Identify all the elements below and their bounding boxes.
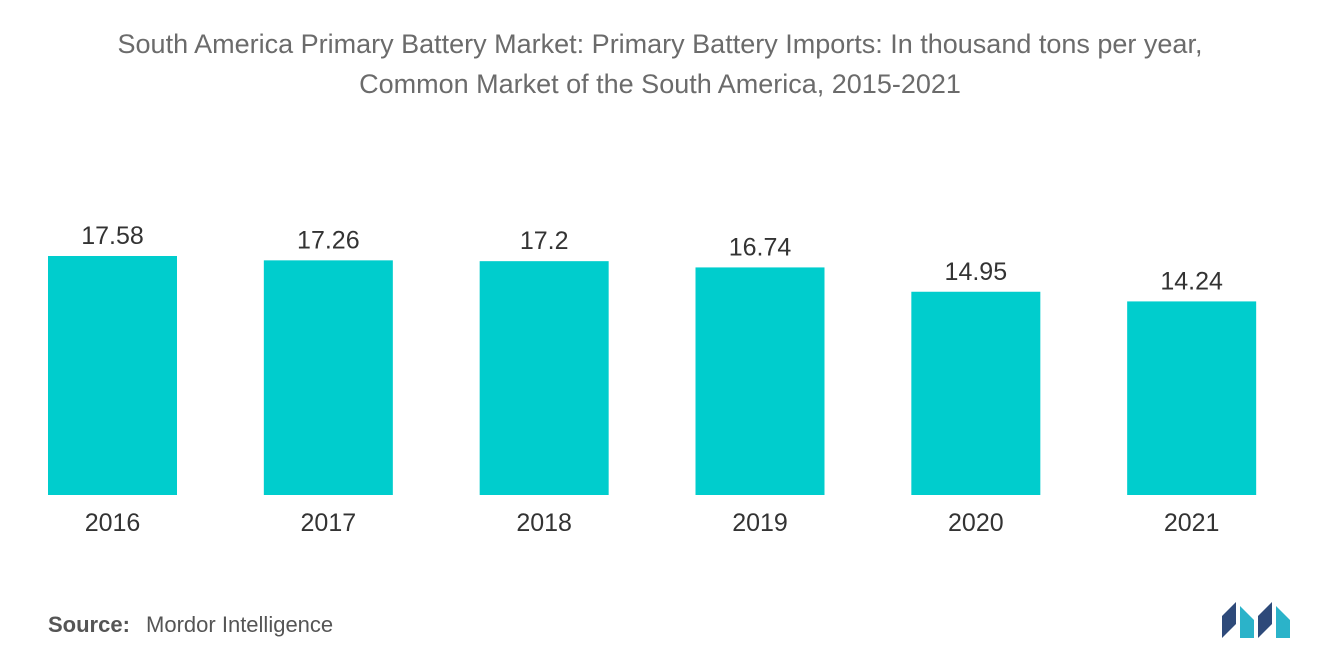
x-tick-label-2020: 2020 [948,509,1004,537]
x-tick-label-2021: 2021 [1164,509,1220,537]
bar-value-label-2021: 14.24 [1160,267,1223,295]
logo-shape-mid-left [1240,606,1254,638]
bar-value-label-2019: 16.74 [729,233,792,261]
source-note: Source: Mordor Intelligence [48,612,333,638]
bar-2019 [695,267,825,495]
logo-shape-right [1276,606,1290,638]
source-text: Mordor Intelligence [146,612,334,637]
chart-title-line-1: South America Primary Battery Market: Pr… [117,29,1203,59]
x-tick-label-2016: 2016 [85,509,141,537]
x-tick-label-2018: 2018 [516,509,572,537]
logo-shape-mid-right [1258,602,1272,638]
bar-2016 [48,256,177,495]
bar-value-label-2017: 17.26 [297,226,360,254]
logo-shape-left [1222,602,1236,638]
chart-title-line-2: Common Market of the South America, 2015… [359,69,961,99]
bar-value-label-2020: 14.95 [945,258,1008,286]
bar-2020 [911,291,1041,495]
bar-2018 [479,261,609,495]
mordor-intelligence-logo [1222,602,1290,638]
bar-value-label-2016: 17.58 [81,222,144,250]
bar-2021 [1127,301,1257,495]
bar-2017 [263,260,393,495]
bar-value-label-2018: 17.2 [520,227,569,255]
chart-title: South America Primary Battery Market: Pr… [0,24,1320,104]
x-tick-label-2017: 2017 [301,509,357,537]
source-label: Source: [48,612,130,637]
x-tick-label-2019: 2019 [732,509,788,537]
